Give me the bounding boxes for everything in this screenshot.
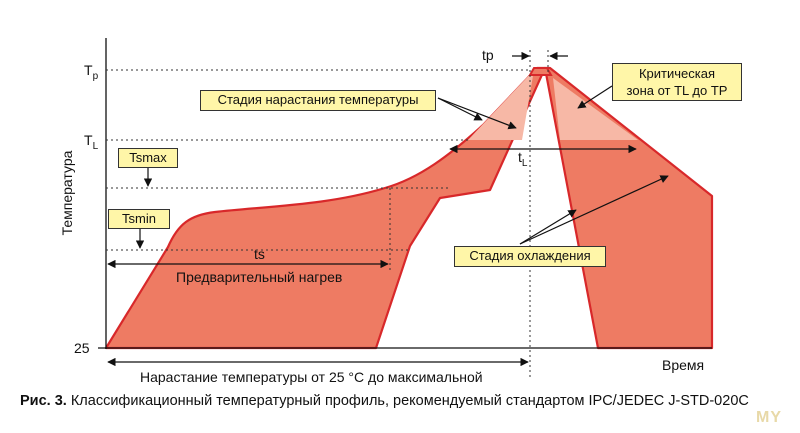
tp-tick-label: Tp [84,62,99,82]
cooling-pointer-2 [519,175,669,245]
ramp-up-callout: Стадия нарастания температуры [200,90,436,111]
t25-tick-label: 25 [74,340,90,356]
y-axis-title: Температура [59,150,75,235]
ramp-up-pointer-1 [437,97,483,121]
peak-plateau [528,67,553,76]
critical-pointer [577,85,613,109]
tl-interval-label: tL [518,149,528,169]
critical-zone-line1: Критическая [638,66,716,81]
tp-interval-label: tp [482,47,494,63]
caption-prefix: Рис. 3. [20,393,67,409]
preheat-label: Предварительный нагрев [176,269,342,285]
ts-interval-label: ts [254,246,265,262]
critical-zone-heating [468,70,534,140]
ramp-up-pointer-2 [437,97,517,130]
ramp-total-label: Нарастание температуры от 25 °С до макси… [140,369,483,385]
critical-zone-cooling [553,78,638,140]
tsmin-callout: Tsmin [108,209,170,229]
tsmax-callout: Tsmax [118,148,178,168]
tl-tick-label: TL [84,132,99,152]
x-axis-title: Время [662,357,704,373]
cooling-pointer-1 [519,209,577,245]
cooling-callout: Стадия охлаждения [454,246,606,267]
critical-zone-callout: Критическая зона от TL до TP [612,63,742,101]
caption-text: Классификационный температурный профиль,… [66,393,749,409]
figure-caption: Рис. 3. Классификационный температурный … [20,393,749,409]
watermark: MY [756,409,782,426]
critical-zone-line2: зона от TL до TP [626,83,728,98]
